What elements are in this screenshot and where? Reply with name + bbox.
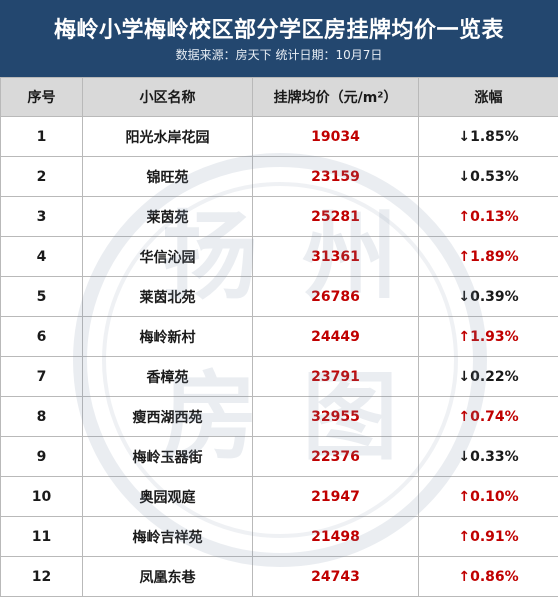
price-change: ↓1.85% [418,116,558,157]
avg-price: 22376 [252,436,419,477]
avg-price: 23159 [252,156,419,197]
row-number: 11 [0,516,83,557]
table-row: 4 华信沁园 31361 ↑1.89% [0,236,558,277]
header-price: 挂牌均价（元/m²） [252,77,419,117]
price-change: ↑1.89% [418,236,558,277]
price-change: ↑0.13% [418,196,558,237]
table-row: 9 梅岭玉器街 22376 ↓0.33% [0,436,558,477]
community-name: 华信沁园 [82,236,253,277]
row-number: 10 [0,476,83,517]
table-row: 12 凤凰东巷 24743 ↑0.86% [0,556,558,597]
header-no: 序号 [0,77,83,117]
avg-price: 31361 [252,236,419,277]
community-name: 奥园观庭 [82,476,253,517]
community-name: 瘦西湖西苑 [82,396,253,437]
row-number: 1 [0,116,83,157]
table-row: 6 梅岭新村 24449 ↑1.93% [0,316,558,357]
header-name: 小区名称 [82,77,253,117]
row-number: 9 [0,436,83,477]
row-number: 6 [0,316,83,357]
table-row: 10 奥园观庭 21947 ↑0.10% [0,476,558,517]
table-row: 2 锦旺苑 23159 ↓0.53% [0,156,558,197]
price-change: ↑1.93% [418,316,558,357]
avg-price: 32955 [252,396,419,437]
community-name: 莱茵北苑 [82,276,253,317]
avg-price: 19034 [252,116,419,157]
price-change: ↓0.53% [418,156,558,197]
table-body: 1 阳光水岸花园 19034 ↓1.85% 2 锦旺苑 23159 ↓0.53% 3 莱茵苑 252… [0,116,558,597]
price-change: ↑0.74% [418,396,558,437]
page-title: 梅岭小学梅岭校区部分学区房挂牌均价一览表 [53,18,504,43]
row-number: 8 [0,396,83,437]
avg-price: 24449 [252,316,419,357]
data-source-note: 数据来源：房天下 统计日期：10月7日 [175,48,383,62]
price-change: ↑0.91% [418,516,558,557]
community-name: 香樟苑 [82,356,253,397]
table-header-row: 序号 小区名称 挂牌均价（元/m²） 涨幅 [0,77,558,117]
table-row: 11 梅岭吉祥苑 21498 ↑0.91% [0,516,558,557]
row-number: 7 [0,356,83,397]
header-change: 涨幅 [418,77,558,117]
row-number: 12 [0,556,83,597]
community-name: 梅岭吉祥苑 [82,516,253,557]
avg-price: 26786 [252,276,419,317]
price-change: ↑0.86% [418,556,558,597]
row-number: 4 [0,236,83,277]
community-name: 梅岭新村 [82,316,253,357]
avg-price: 23791 [252,356,419,397]
title-banner: 梅岭小学梅岭校区部分学区房挂牌均价一览表 数据来源：房天下 统计日期：10月7日 [0,0,558,77]
price-change: ↓0.33% [418,436,558,477]
community-name: 阳光水岸花园 [82,116,253,157]
row-number: 2 [0,156,83,197]
price-change: ↓0.39% [418,276,558,317]
price-change: ↓0.22% [418,356,558,397]
price-change: ↑0.10% [418,476,558,517]
avg-price: 25281 [252,196,419,237]
row-number: 5 [0,276,83,317]
price-table: 序号 小区名称 挂牌均价（元/m²） 涨幅 1 阳光水岸花园 19034 ↓1.85%… [0,77,558,597]
table-row: 3 莱茵苑 25281 ↑0.13% [0,196,558,237]
avg-price: 21498 [252,516,419,557]
community-name: 莱茵苑 [82,196,253,237]
table-row: 1 阳光水岸花园 19034 ↓1.85% [0,116,558,157]
table-row: 5 莱茵北苑 26786 ↓0.39% [0,276,558,317]
avg-price: 21947 [252,476,419,517]
avg-price: 24743 [252,556,419,597]
row-number: 3 [0,196,83,237]
table-row: 8 瘦西湖西苑 32955 ↑0.74% [0,396,558,437]
community-name: 凤凰东巷 [82,556,253,597]
community-name: 梅岭玉器街 [82,436,253,477]
table-row: 7 香樟苑 23791 ↓0.22% [0,356,558,397]
community-name: 锦旺苑 [82,156,253,197]
